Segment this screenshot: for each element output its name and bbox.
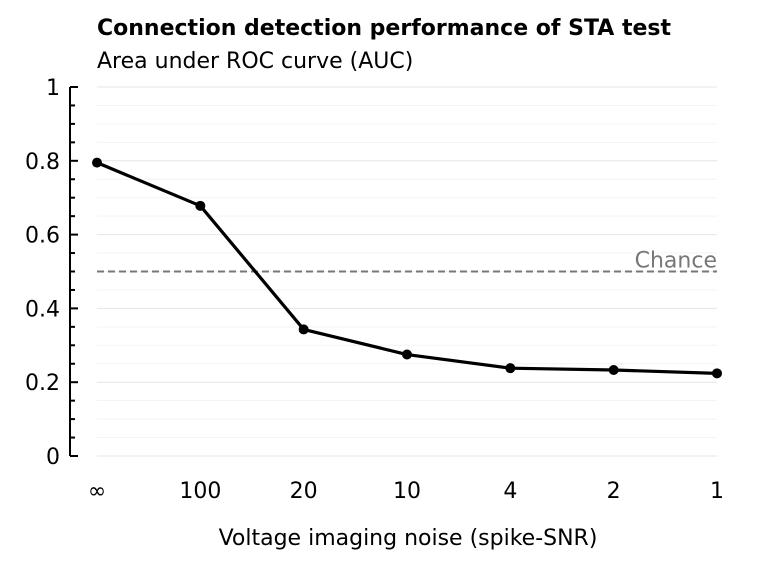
x-tick-label: ∞ bbox=[88, 479, 106, 504]
data-point bbox=[608, 365, 619, 376]
y-tick-label: 0.6 bbox=[25, 224, 60, 249]
series-line bbox=[96, 161, 718, 375]
data-point bbox=[298, 324, 309, 335]
grid-lines bbox=[97, 86, 717, 457]
y-tick-label: 1 bbox=[46, 76, 60, 101]
series-layer bbox=[92, 157, 722, 379]
data-point bbox=[402, 349, 412, 360]
x-tick-label: 4 bbox=[503, 479, 517, 504]
y-axis: 0 0.2 0.4 0.6 0.8 1 bbox=[25, 76, 78, 470]
data-point bbox=[92, 157, 102, 168]
x-tick-label: 20 bbox=[290, 479, 318, 504]
x-tick-label: 1 bbox=[710, 479, 724, 504]
y-tick-label: 0.8 bbox=[25, 150, 60, 175]
y-tick-label: 0.2 bbox=[25, 371, 60, 396]
chance-reference: Chance bbox=[97, 249, 717, 274]
x-tick-label: 2 bbox=[607, 479, 621, 504]
x-tick-label: 100 bbox=[179, 479, 221, 504]
data-point bbox=[712, 368, 722, 379]
data-point bbox=[195, 200, 206, 211]
chart-title: Connection detection performance of STA … bbox=[97, 16, 672, 41]
x-axis-ticks: ∞ 100 20 10 4 2 1 bbox=[88, 479, 724, 504]
y-tick-label: 0 bbox=[46, 445, 60, 470]
chance-label: Chance bbox=[635, 249, 717, 274]
data-point bbox=[505, 363, 516, 374]
y-tick-label: 0.4 bbox=[25, 297, 60, 322]
x-tick-label: 10 bbox=[393, 479, 421, 504]
chart-subtitle: Area under ROC curve (AUC) bbox=[97, 49, 414, 74]
x-axis-label: Voltage imaging noise (spike-SNR) bbox=[219, 526, 598, 551]
